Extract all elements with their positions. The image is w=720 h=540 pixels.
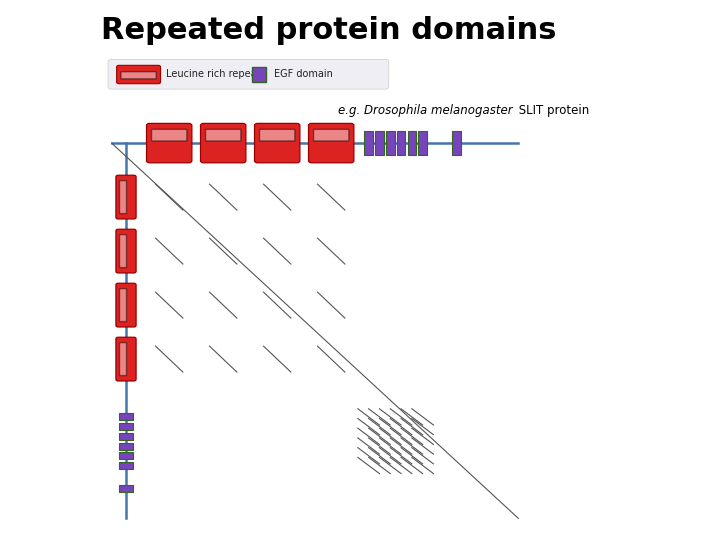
FancyBboxPatch shape (120, 234, 127, 267)
Bar (119, 423, 133, 430)
FancyBboxPatch shape (260, 130, 295, 141)
Bar (119, 443, 133, 449)
Bar (119, 414, 133, 420)
Text: Leucine rich repeat: Leucine rich repeat (166, 69, 260, 79)
Bar (452, 131, 461, 156)
FancyBboxPatch shape (116, 175, 136, 219)
Text: EGF domain: EGF domain (274, 69, 333, 79)
Bar (397, 131, 405, 156)
Text: SLIT protein: SLIT protein (515, 104, 589, 117)
Bar (252, 67, 266, 82)
FancyBboxPatch shape (147, 123, 192, 163)
FancyBboxPatch shape (120, 342, 127, 375)
FancyBboxPatch shape (120, 288, 127, 321)
FancyBboxPatch shape (121, 72, 156, 79)
FancyBboxPatch shape (255, 123, 300, 163)
Bar (119, 433, 133, 440)
Text: Repeated protein domains: Repeated protein domains (101, 16, 557, 45)
Bar (119, 462, 133, 469)
FancyBboxPatch shape (108, 59, 389, 89)
FancyBboxPatch shape (200, 123, 246, 163)
Bar (119, 453, 133, 459)
Bar (375, 131, 384, 156)
FancyBboxPatch shape (116, 337, 136, 381)
FancyBboxPatch shape (314, 130, 348, 141)
FancyBboxPatch shape (116, 283, 136, 327)
Bar (418, 131, 427, 156)
Bar (386, 131, 395, 156)
Text: e.g. Drosophila melanogaster: e.g. Drosophila melanogaster (338, 104, 513, 117)
FancyBboxPatch shape (206, 130, 240, 141)
Bar (119, 485, 133, 492)
Bar (408, 131, 416, 156)
FancyBboxPatch shape (116, 229, 136, 273)
FancyBboxPatch shape (308, 123, 354, 163)
FancyBboxPatch shape (120, 180, 127, 213)
FancyBboxPatch shape (117, 65, 161, 84)
FancyBboxPatch shape (152, 130, 187, 141)
Bar (364, 131, 373, 156)
